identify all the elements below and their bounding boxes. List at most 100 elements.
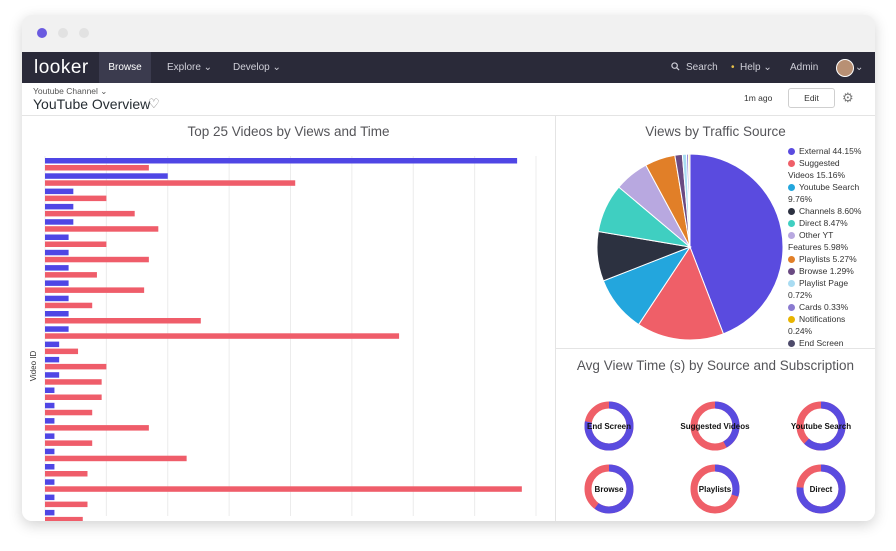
bar-series-1[interactable] — [45, 372, 60, 378]
legend-entry[interactable]: Other YT — [788, 230, 833, 240]
bar-series-2[interactable] — [45, 501, 88, 508]
bar-series-2[interactable] — [45, 272, 97, 278]
bar-series-1[interactable] — [45, 418, 55, 424]
donut-ring-segment[interactable] — [796, 401, 846, 451]
bar-series-2[interactable] — [45, 333, 400, 339]
donut-ring-segment[interactable] — [584, 464, 634, 514]
bar-series-1[interactable] — [45, 234, 69, 241]
bar-series-2[interactable] — [45, 210, 135, 217]
bar-series-1[interactable] — [45, 464, 55, 470]
bar-series-1[interactable] — [45, 249, 69, 256]
bar-marks — [45, 158, 522, 521]
search-icon[interactable] — [671, 52, 680, 83]
bar-series-1[interactable] — [45, 479, 55, 485]
donut-chart-tile: Avg View Time (s) by Source and Subscrip… — [556, 349, 875, 521]
legend-entry[interactable]: Playlists 5.27% — [788, 254, 857, 264]
bar-series-1[interactable] — [45, 173, 168, 179]
bar-series-1[interactable] — [45, 158, 518, 164]
favorite-heart-icon[interactable]: ♡ — [148, 96, 160, 111]
pie-slice[interactable] — [689, 153, 784, 335]
nav-develop[interactable]: Develop ⌄ — [233, 62, 281, 73]
bar-series-2[interactable] — [45, 471, 88, 477]
legend-entry[interactable]: Notifications — [788, 314, 845, 324]
avatar-chevron-icon[interactable]: ⌄ — [855, 62, 864, 73]
donut-ring-segment[interactable] — [690, 464, 740, 514]
legend-entry[interactable]: End Screen — [788, 338, 843, 348]
bar-series-1[interactable] — [45, 311, 69, 317]
bar-series-2[interactable] — [45, 241, 107, 248]
bar-series-1[interactable] — [45, 295, 69, 302]
legend-entry[interactable]: External 44.15% — [788, 146, 861, 156]
window-minimize-dot[interactable] — [58, 28, 68, 38]
bar-series-2[interactable] — [45, 394, 102, 401]
legend-entry[interactable]: Suggested — [788, 158, 840, 168]
legend-entry[interactable]: Direct 8.47% — [788, 218, 848, 228]
donut-chart-svg: End Screen Suggested Videos Youtube Search… — [584, 401, 851, 514]
bar-series-1[interactable] — [45, 203, 74, 210]
bar-series-2[interactable] — [45, 287, 145, 293]
bar-series-2[interactable] — [45, 256, 149, 263]
bar-series-1[interactable] — [45, 280, 69, 286]
bar-series-1[interactable] — [45, 356, 60, 363]
legend-entry[interactable]: Browse 1.29% — [788, 266, 854, 276]
nav-help[interactable]: Help ⌄ — [740, 62, 772, 73]
bar-series-1[interactable] — [45, 341, 60, 348]
legend-swatch — [788, 148, 795, 155]
help-status-dot: • — [731, 62, 735, 73]
bar-series-2[interactable] — [45, 425, 149, 431]
bar-series-2[interactable] — [45, 302, 93, 309]
looker-logo[interactable]: looker — [34, 57, 89, 78]
bar-series-1[interactable] — [45, 219, 74, 225]
bar-series-1[interactable] — [45, 494, 55, 501]
edit-button[interactable]: Edit — [788, 88, 835, 108]
bar-series-2[interactable] — [45, 516, 83, 521]
donut-ring-segment[interactable] — [584, 401, 634, 451]
legend-label: End Screen — [799, 338, 844, 348]
nav-admin[interactable]: Admin — [790, 62, 819, 73]
legend-entry[interactable]: Youtube Search — [788, 182, 859, 192]
window-close-dot[interactable] — [37, 28, 47, 38]
bar-series-1[interactable] — [45, 326, 69, 332]
bar-series-2[interactable] — [45, 180, 296, 186]
legend-entry[interactable]: Playlist Page — [788, 278, 848, 288]
bar-series-2[interactable] — [45, 455, 187, 462]
window-maximize-dot[interactable] — [79, 28, 89, 38]
nav-search[interactable]: Search — [686, 62, 718, 73]
bar-series-2[interactable] — [45, 195, 107, 202]
user-avatar[interactable] — [836, 59, 854, 77]
bar-series-2[interactable] — [45, 486, 522, 492]
bar-series-1[interactable] — [45, 387, 55, 394]
legend-swatch — [788, 208, 795, 215]
top-navbar: looker Browse Explore ⌄ Develop ⌄ Search… — [22, 52, 875, 83]
bar-series-1[interactable] — [45, 448, 55, 455]
nav-explore[interactable]: Explore ⌄ — [167, 62, 213, 73]
bar-series-2[interactable] — [45, 379, 102, 385]
bar-series-2[interactable] — [45, 440, 93, 446]
legend-swatch — [788, 256, 795, 263]
nav-browse[interactable]: Browse — [99, 52, 151, 83]
legend-entry[interactable]: Cards 0.33% — [788, 302, 848, 312]
bar-series-2[interactable] — [45, 409, 93, 416]
bar-series-2[interactable] — [45, 348, 79, 355]
pie-slice[interactable] — [637, 245, 725, 341]
donut-ring-segment[interactable] — [690, 401, 740, 451]
bar-series-1[interactable] — [45, 265, 69, 271]
bar-series-2[interactable] — [45, 226, 159, 232]
breadcrumb[interactable]: Youtube Channel ⌄ — [33, 86, 108, 96]
bar-series-2[interactable] — [45, 318, 201, 324]
pie-chart-svg — [596, 153, 784, 341]
settings-gear-icon[interactable]: ⚙ — [842, 90, 854, 105]
bar-series-1[interactable] — [45, 509, 55, 516]
bar-series-2[interactable] — [45, 363, 107, 370]
legend-label: 9.76% — [788, 194, 813, 204]
legend-label: 0.72% — [788, 290, 813, 300]
bar-series-1[interactable] — [45, 402, 55, 409]
bar-series-1[interactable] — [45, 188, 74, 195]
legend-entry: 0.24% — [788, 326, 812, 336]
bar-chart-title: Top 25 Videos by Views and Time — [187, 124, 390, 139]
legend-entry[interactable]: Channels 8.60% — [788, 206, 861, 216]
bar-series-1[interactable] — [45, 433, 55, 439]
donut-ring-segment[interactable] — [796, 464, 846, 514]
bar-series-2[interactable] — [45, 165, 149, 171]
legend-swatch — [788, 220, 795, 227]
